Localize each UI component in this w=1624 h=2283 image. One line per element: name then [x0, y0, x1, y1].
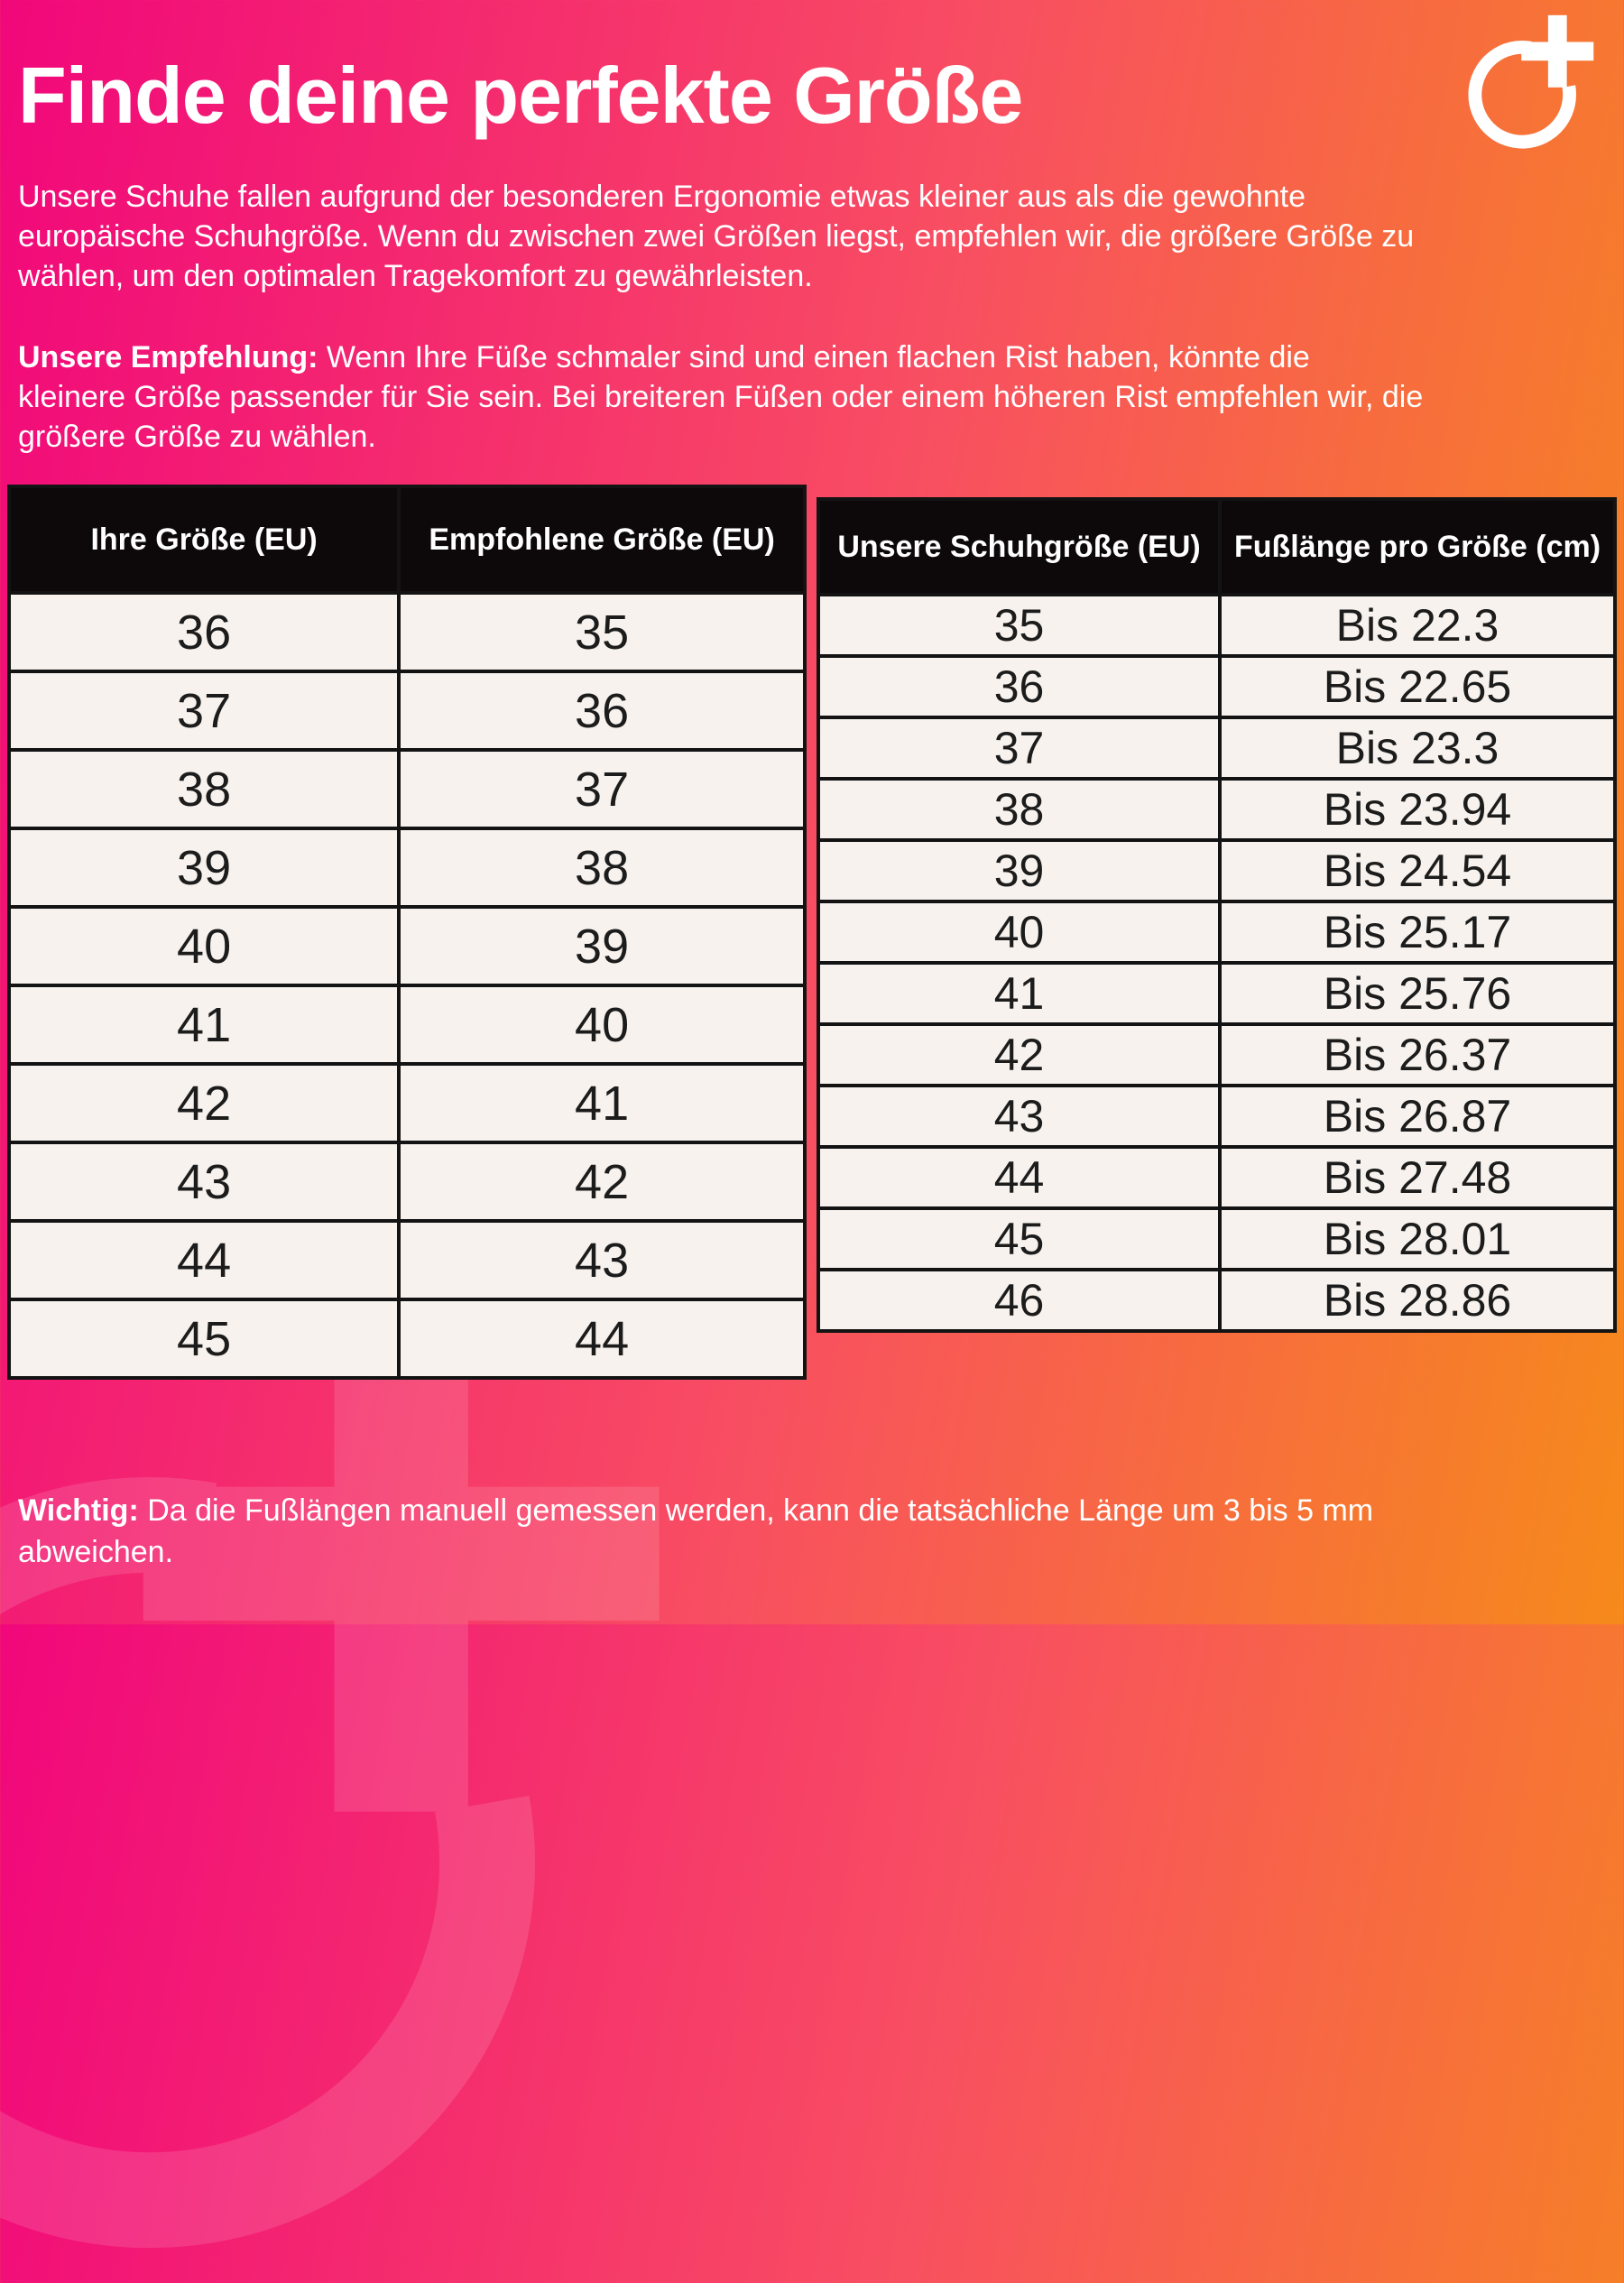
table-row: 45 44: [6, 1298, 807, 1380]
table-cell: 45: [6, 1298, 401, 1380]
table-cell: 44: [6, 1219, 401, 1301]
table-row: 44 Bis 27.48: [816, 1145, 1617, 1210]
table-row: 42 Bis 26.37: [816, 1022, 1617, 1087]
table-cell: 35: [816, 593, 1223, 658]
table-cell: 37: [816, 716, 1223, 781]
table-row: 39 38: [6, 827, 807, 909]
table-cell: 41: [397, 1062, 807, 1144]
table-cell: 38: [6, 748, 401, 830]
size-conversion-table-header: Ihre Größe (EU) Empfohlene Größe (EU): [6, 485, 807, 595]
table-cell: 37: [397, 748, 807, 830]
important-note-label: Wichtig:: [18, 1493, 139, 1528]
table-cell: Bis 28.86: [1218, 1268, 1617, 1333]
table-row: 43 Bis 26.87: [816, 1084, 1617, 1149]
recommendation-label: Unsere Empfehlung:: [18, 340, 318, 374]
table-cell: 36: [816, 654, 1223, 719]
table-cell: 35: [397, 591, 807, 673]
table-cell: 42: [816, 1022, 1223, 1087]
table-row: 40 39: [6, 905, 807, 987]
table-cell: 38: [397, 827, 807, 909]
table-cell: 39: [397, 905, 807, 987]
table-cell: Bis 27.48: [1218, 1145, 1617, 1210]
table-cell: Bis 25.17: [1218, 900, 1617, 965]
table-cell: 40: [397, 984, 807, 1066]
column-header-recommended-size: Empfohlene Größe (EU): [397, 485, 807, 595]
table-row: 37 Bis 23.3: [816, 716, 1617, 781]
recommendation-paragraph: Unsere Empfehlung: Wenn Ihre Füße schmal…: [18, 337, 1426, 458]
table-cell: 46: [816, 1268, 1223, 1333]
table-row: 36 35: [6, 591, 807, 673]
table-cell: 41: [6, 984, 401, 1066]
table-row: 46 Bis 28.86: [816, 1268, 1617, 1333]
size-conversion-table-body: 36 35 37 36 38 37 39 38 40 39 41 40 42 41 43 42 44 43 45 44: [6, 591, 807, 1380]
table-cell: 36: [397, 670, 807, 752]
size-guide-page: { "page": { "title": "Finde deine perfek…: [0, 0, 1624, 1624]
important-note: Wichtig: Da die Fußlängen manuell gemess…: [18, 1491, 1462, 1574]
important-note-text: Da die Fußlängen manuell gemessen werden…: [18, 1493, 1374, 1569]
table-cell: 40: [816, 900, 1223, 965]
table-cell: Bis 23.3: [1218, 716, 1617, 781]
table-cell: 43: [397, 1219, 807, 1301]
table-cell: 36: [6, 591, 401, 673]
table-row: 35 Bis 22.3: [816, 593, 1617, 658]
table-cell: 41: [816, 961, 1223, 1026]
table-cell: 39: [6, 827, 401, 909]
table-row: 40 Bis 25.17: [816, 900, 1617, 965]
table-cell: Bis 22.65: [1218, 654, 1617, 719]
table-cell: Bis 22.3: [1218, 593, 1617, 658]
table-row: 45 Bis 28.01: [816, 1206, 1617, 1271]
table-cell: Bis 25.76: [1218, 961, 1617, 1026]
foot-length-table: Unsere Schuhgröße (EU) Fußlänge pro Größ…: [816, 497, 1617, 1333]
table-cell: 43: [816, 1084, 1223, 1149]
table-row: 38 Bis 23.94: [816, 777, 1617, 842]
table-row: 41 40: [6, 984, 807, 1066]
column-header-your-size: Ihre Größe (EU): [6, 485, 401, 595]
table-row: 37 36: [6, 670, 807, 752]
table-cell: 42: [6, 1062, 401, 1144]
intro-paragraph: Unsere Schuhe fallen aufgrund der besond…: [18, 177, 1426, 297]
intro-text: Unsere Schuhe fallen aufgrund der besond…: [18, 180, 1415, 294]
foot-length-table-header: Unsere Schuhgröße (EU) Fußlänge pro Größ…: [816, 497, 1617, 596]
table-cell: 38: [816, 777, 1223, 842]
table-cell: 37: [6, 670, 401, 752]
table-cell: 44: [816, 1145, 1223, 1210]
table-row: 39 Bis 24.54: [816, 838, 1617, 903]
table-cell: 39: [816, 838, 1223, 903]
table-cell: Bis 26.37: [1218, 1022, 1617, 1087]
table-row: 41 Bis 25.76: [816, 961, 1617, 1026]
table-cell: 40: [6, 905, 401, 987]
table-row: 43 42: [6, 1141, 807, 1223]
table-row: 42 41: [6, 1062, 807, 1144]
table-row: 36 Bis 22.65: [816, 654, 1617, 719]
table-cell: 43: [6, 1141, 401, 1223]
table-cell: Bis 26.87: [1218, 1084, 1617, 1149]
circle-plus-icon: [1468, 14, 1594, 149]
column-header-shoe-size: Unsere Schuhgröße (EU): [816, 497, 1223, 596]
table-cell: Bis 28.01: [1218, 1206, 1617, 1271]
table-cell: 44: [397, 1298, 807, 1380]
size-conversion-table: Ihre Größe (EU) Empfohlene Größe (EU) 36…: [6, 485, 807, 1380]
table-row: 38 37: [6, 748, 807, 830]
foot-length-table-body: 35 Bis 22.3 36 Bis 22.65 37 Bis 23.3 38 Bis 23.…: [816, 593, 1617, 1333]
table-cell: 45: [816, 1206, 1223, 1271]
table-cell: Bis 23.94: [1218, 777, 1617, 842]
table-cell: 42: [397, 1141, 807, 1223]
page-title: Finde deine perfekte Größe: [18, 51, 1023, 140]
column-header-foot-length: Fußlänge pro Größe (cm): [1218, 497, 1617, 596]
recommendation-text: Wenn Ihre Füße schmaler sind und einen f…: [18, 340, 1424, 455]
table-row: 44 43: [6, 1219, 807, 1301]
table-cell: Bis 24.54: [1218, 838, 1617, 903]
